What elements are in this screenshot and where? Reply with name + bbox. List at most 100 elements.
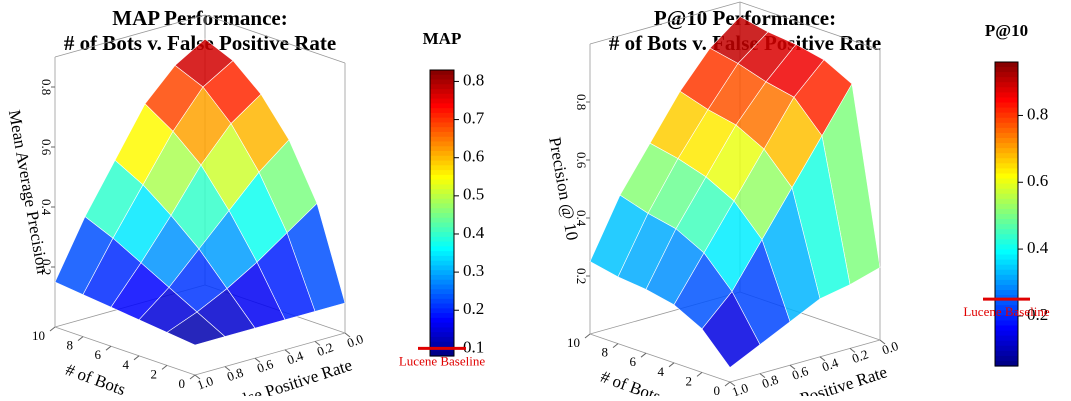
colorbar-tick-label: 0.3: [463, 261, 484, 280]
colorbar-band: [430, 136, 454, 143]
x-tick: [254, 357, 261, 363]
colorbar-band: [430, 89, 454, 95]
colorbar-band: [430, 74, 454, 81]
chart-title: MAP Performance:: [112, 6, 288, 30]
colorbar-band: [995, 158, 1018, 164]
colorbar-band: [995, 72, 1018, 78]
colorbar-band: [430, 122, 454, 128]
y-tick-label: 2: [686, 373, 693, 388]
box-edge: [204, 14, 346, 64]
colorbar-band: [995, 138, 1018, 144]
box-edge: [589, 1, 741, 45]
colorbar-band: [430, 79, 454, 85]
colorbar-band: [995, 178, 1018, 185]
z-tick-label: 0.8: [39, 79, 54, 95]
colorbar-band: [430, 289, 454, 295]
y-tick-label: 4: [123, 357, 130, 372]
x-tick-label: 0.8: [760, 372, 780, 392]
y-tick: [640, 352, 647, 358]
colorbar-band: [995, 249, 1018, 256]
box-edge: [589, 333, 731, 383]
colorbar-band: [430, 217, 454, 224]
x-tick-label: 0.6: [255, 356, 276, 376]
colorbar-band: [430, 241, 454, 247]
colorbar-band: [995, 77, 1018, 83]
colorbar-band: [430, 198, 454, 205]
colorbar-band: [995, 173, 1018, 180]
z-tick-label: 0.4: [574, 210, 589, 227]
colorbar-band: [995, 67, 1018, 73]
colorbar-title: MAP: [423, 29, 462, 48]
colorbar-band: [995, 330, 1018, 337]
colorbar-frame: [429, 69, 455, 357]
colorbar-tick-label: 0.5: [463, 185, 484, 204]
x-tick: [849, 348, 856, 353]
colorbar-band: [995, 107, 1018, 114]
colorbar-band: [430, 208, 454, 214]
colorbar-band: [430, 112, 454, 119]
colorbar-band: [430, 332, 454, 338]
y-tick-label: 4: [658, 364, 665, 379]
colorbar-band: [995, 315, 1018, 321]
box-edge: [739, 1, 881, 51]
colorbar-band: [995, 264, 1018, 271]
x-tick-label: 1.0: [730, 380, 750, 396]
colorbar-band: [995, 325, 1018, 332]
colorbar-band: [995, 219, 1018, 225]
colorbar-band: [430, 322, 454, 328]
y-tick: [105, 345, 112, 351]
colorbar-band: [995, 340, 1018, 347]
colorbar-band: [430, 222, 454, 228]
colorbar-band: [430, 298, 454, 305]
colorbar-band: [995, 345, 1018, 352]
colorbar-band: [995, 300, 1018, 306]
y-tick: [612, 343, 619, 348]
colorbar-band: [430, 327, 454, 333]
colorbar-band: [430, 274, 454, 281]
colorbar-band: [995, 102, 1018, 109]
colorbar-band: [430, 131, 454, 138]
colorbar-tick-label: 0.2: [1027, 305, 1048, 324]
colorbar-band: [995, 269, 1018, 276]
colorbar-band: [430, 189, 454, 195]
colorbar-band: [430, 227, 454, 233]
colorbar-band: [995, 254, 1018, 261]
colorbar-band: [430, 160, 454, 166]
x-tick-label: 0.4: [285, 348, 306, 368]
x-tick: [314, 341, 321, 346]
x-tick-label: 1.0: [195, 373, 215, 393]
colorbar-band: [430, 308, 454, 314]
colorbar-band: [995, 214, 1018, 220]
colorbar-band: [995, 320, 1018, 327]
colorbar-band: [430, 284, 454, 290]
colorbar-band: [430, 193, 454, 200]
colorbar-band: [430, 70, 454, 76]
y-tick-label: 8: [602, 345, 609, 360]
y-tick: [133, 355, 140, 361]
colorbar-tick-label: 0.8: [463, 70, 484, 89]
y-tick-label: 2: [151, 366, 158, 381]
colorbar-band: [430, 260, 454, 267]
colorbar-band: [995, 279, 1018, 286]
colorbar-band: [430, 279, 454, 286]
x-tick-label: 0.2: [850, 346, 870, 366]
colorbar-band: [430, 203, 454, 209]
z-tick-label: 0.2: [574, 268, 589, 284]
x-tick: [729, 381, 736, 387]
y-tick-label: 8: [67, 338, 74, 353]
z-tick-label: 0.6: [39, 139, 54, 156]
colorbar-band: [430, 351, 454, 357]
colorbar-band: [995, 305, 1018, 311]
colorbar-band: [995, 62, 1018, 68]
colorbar-band: [995, 87, 1018, 93]
colorbar-band: [995, 208, 1018, 215]
colorbar-band: [430, 303, 454, 309]
z-axis-label: Mean Average Precision: [5, 108, 53, 275]
colorbar-frame: [994, 61, 1019, 367]
x-tick: [879, 339, 886, 345]
y-axis-label: # of Bots: [63, 360, 128, 396]
colorbar-band: [430, 93, 454, 100]
colorbar-band: [995, 193, 1018, 200]
z-tick-label: 0.4: [39, 199, 54, 216]
colorbar-band: [430, 232, 454, 238]
